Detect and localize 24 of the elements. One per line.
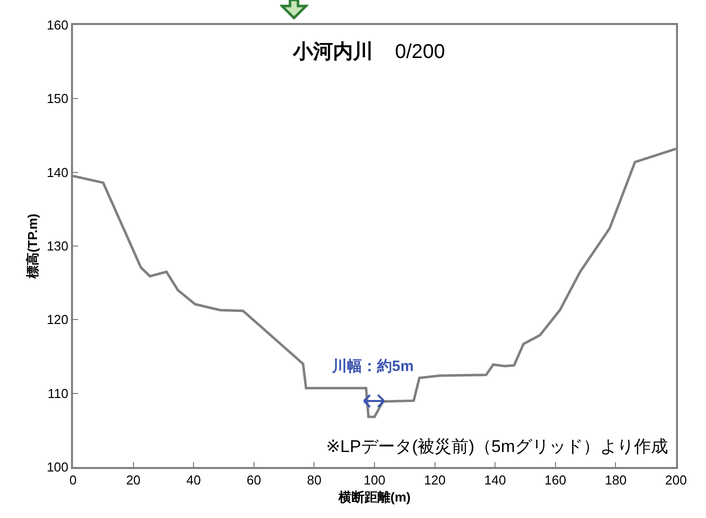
- x-tick-label: 140: [484, 472, 506, 488]
- y-axis-title: 標高(TP.m): [25, 214, 40, 280]
- x-tick-label: 120: [424, 472, 446, 488]
- x-tick-label: 0: [69, 472, 77, 488]
- x-tick-label: 100: [364, 472, 386, 488]
- y-tick-label: 110: [48, 386, 68, 401]
- x-tick-label: 80: [306, 472, 322, 488]
- y-tick-label: 130: [46, 238, 68, 254]
- text: 小河内川: [292, 41, 373, 63]
- x-tick-label: 200: [665, 472, 687, 488]
- y-tick-label: 100: [46, 460, 68, 475]
- x-tick-label: 180: [604, 472, 627, 488]
- y-tick-label: 150: [46, 91, 68, 106]
- annotation: 川幅：約5m: [331, 358, 414, 375]
- x-tick-label: 160: [544, 472, 566, 488]
- x-tick-label: 20: [126, 472, 141, 488]
- x-axis-title: 横断距離(m): [337, 490, 411, 505]
- x-tick-label: 60: [246, 472, 262, 488]
- text: 0/200: [395, 41, 446, 63]
- x-tick-label: 40: [186, 472, 201, 488]
- y-tick-label: 160: [46, 18, 68, 33]
- annotation: ※LPデータ(被災前)（5mグリッド）より作成: [326, 437, 668, 456]
- y-tick-label: 140: [46, 164, 68, 180]
- y-tick-label: 120: [46, 312, 68, 328]
